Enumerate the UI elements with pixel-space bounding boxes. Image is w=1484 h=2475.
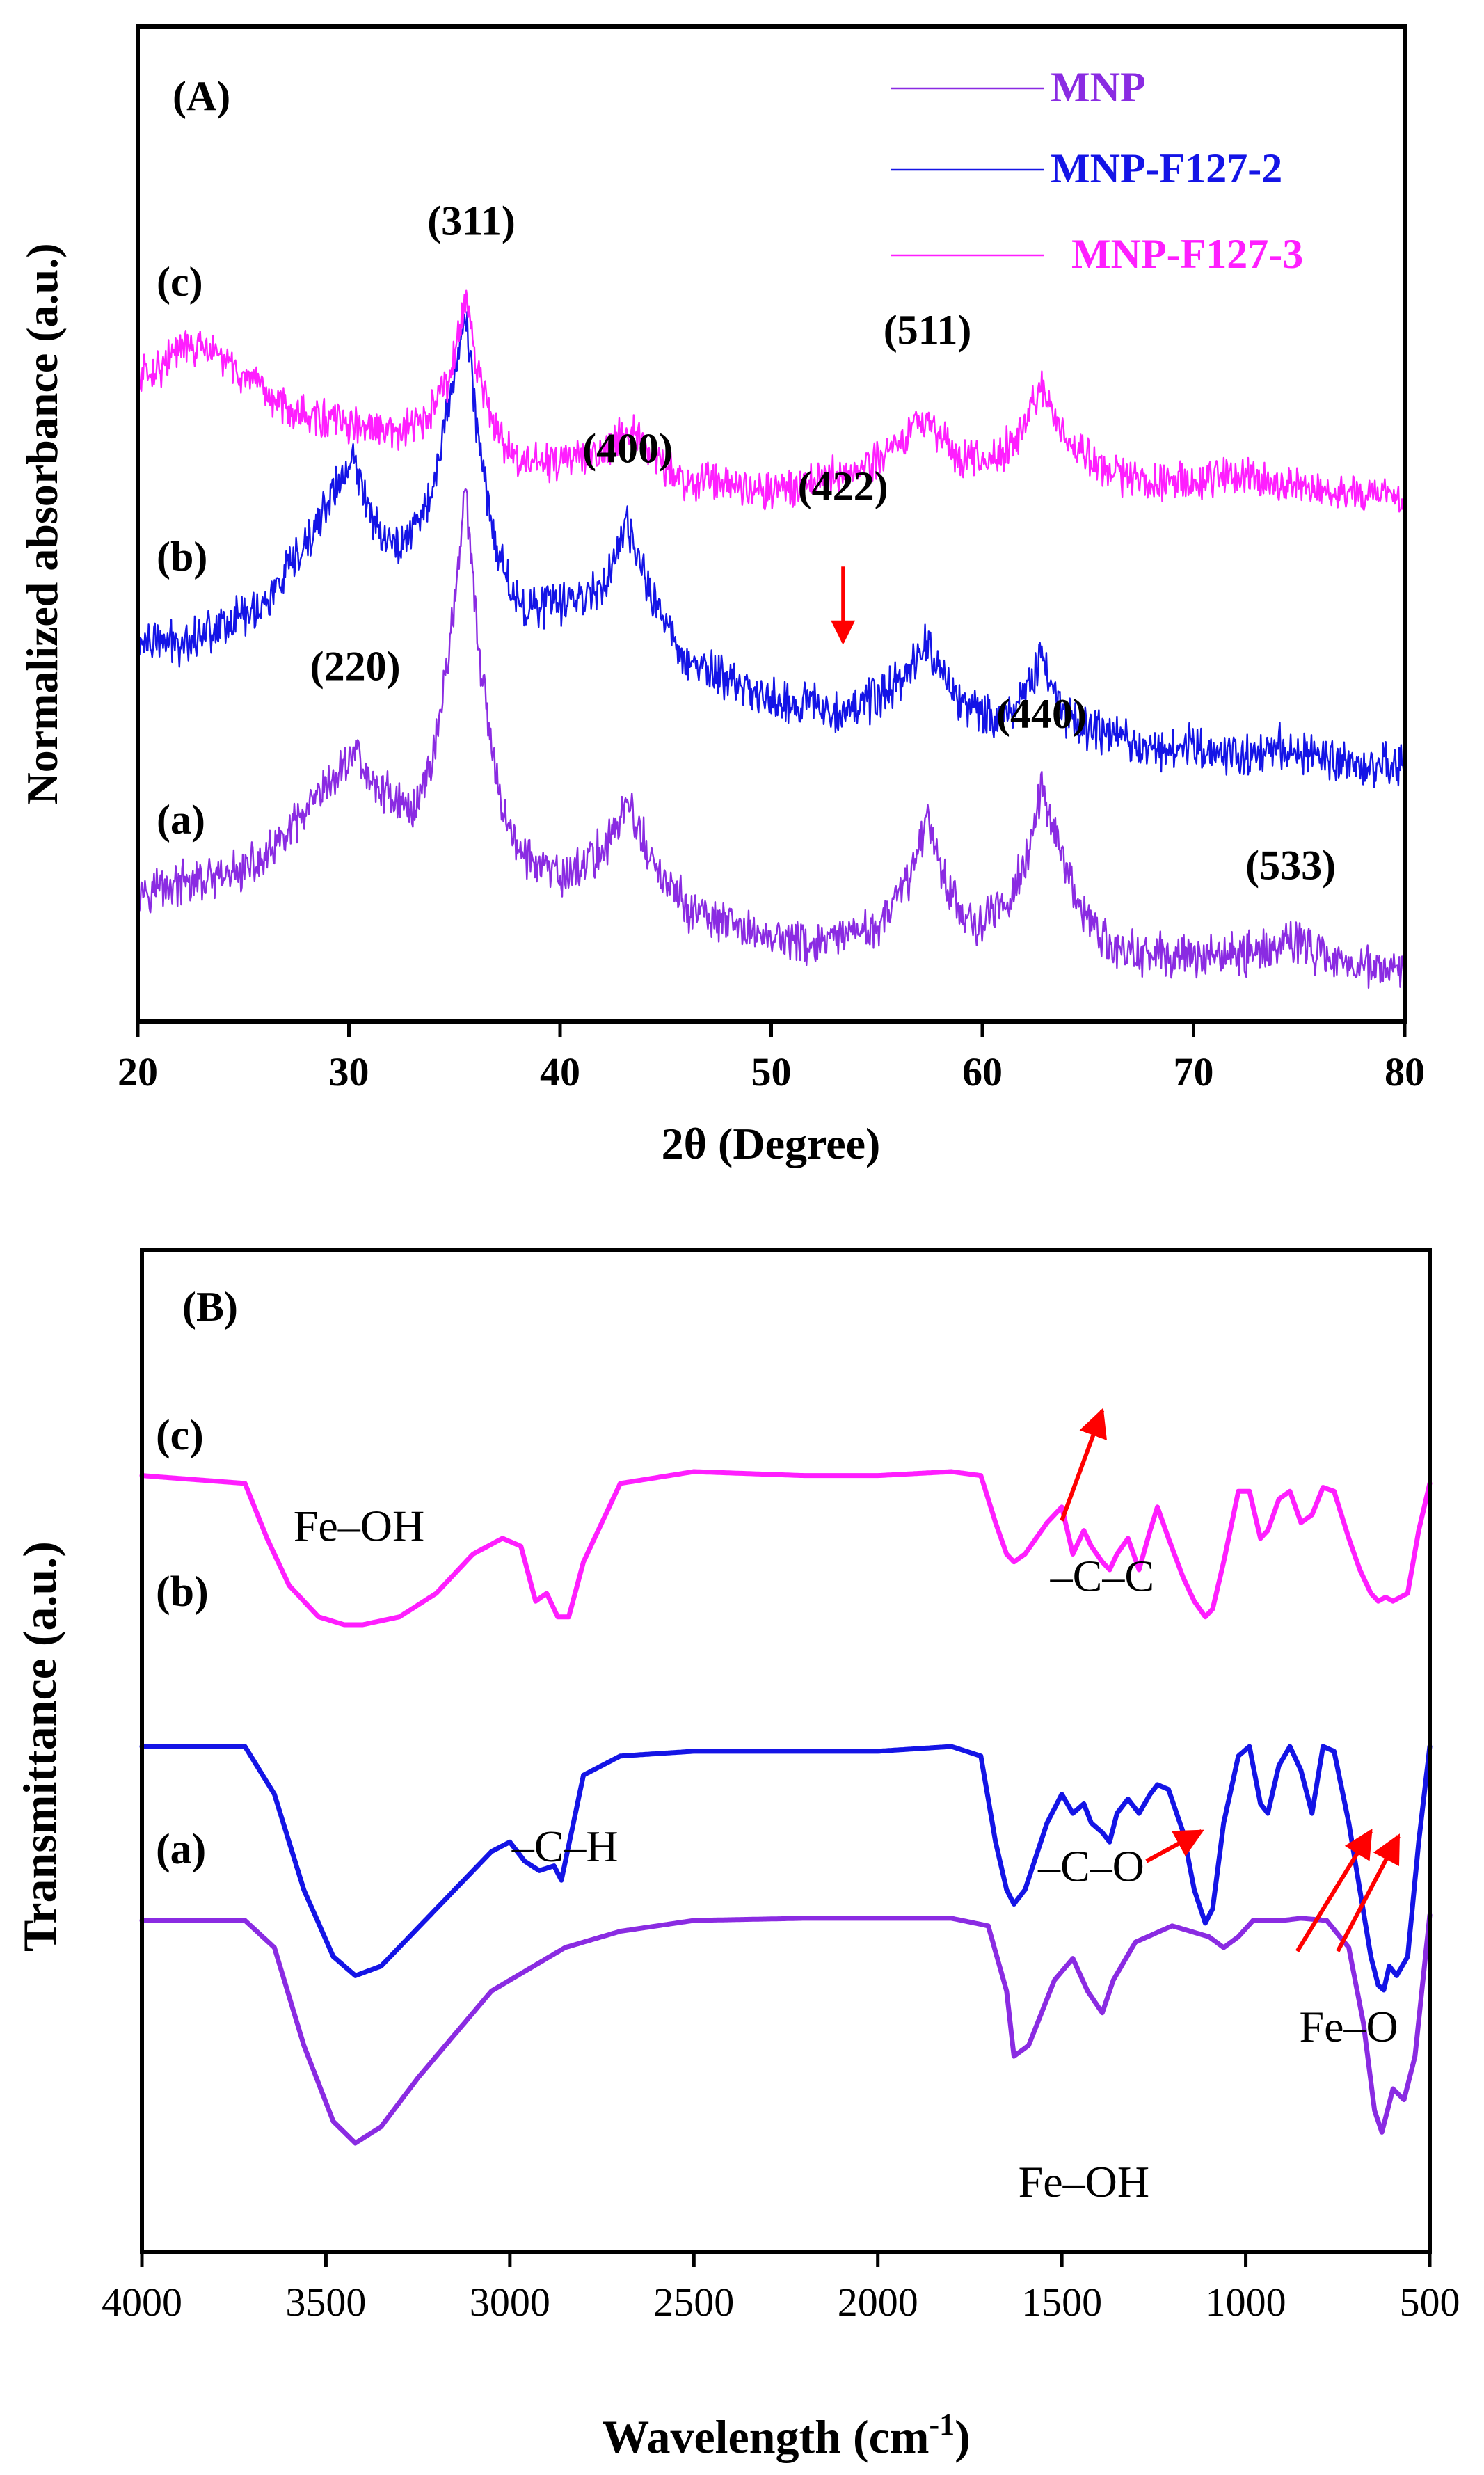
panel-a-x-axis-label: 2θ (Degree) xyxy=(662,1119,881,1168)
ftir-band-label-co-3: –C–O xyxy=(1037,1842,1144,1891)
x-tick-label: 60 xyxy=(962,1049,1003,1095)
legend-label-mnp-f127-3: MNP-F127-3 xyxy=(1071,231,1303,277)
legend-label-mnp: MNP xyxy=(1051,64,1146,110)
ftir-band-arrow-3 xyxy=(1145,1829,1204,1863)
xrd-peak-label-220: (220) xyxy=(310,644,401,690)
ftir-band-arrow-4 xyxy=(1295,1829,1373,1952)
x-tick-label: 50 xyxy=(751,1049,792,1095)
xrd-peak-label-440: (440) xyxy=(996,691,1087,737)
ftir-trace-label-c: (c) xyxy=(156,1412,204,1459)
ftir-band-label-cc-1: –C–C xyxy=(1050,1551,1154,1600)
panel-a-y-axis-label: Normalized absorbance (a.u.) xyxy=(17,243,67,804)
xrd-peak-label-311: (311) xyxy=(427,198,516,244)
ftir-trace-label-b: (b) xyxy=(156,1568,209,1616)
x-tick-label: 80 xyxy=(1385,1049,1425,1095)
panel-a-legend: MNP MNP-F127-2 MNP-F127-3 xyxy=(891,64,1303,277)
x-tick-label: 20 xyxy=(118,1049,158,1095)
xrd-trace-label-c: (c) xyxy=(157,259,203,305)
x-tick-label: 2500 xyxy=(653,2279,734,2325)
panel-a-xrd: (A) (a) (b) (c) (220) (311) (400) (422) (511) (4… xyxy=(17,24,1425,1168)
panel-a-x-axis: 20 30 40 50 60 70 80 xyxy=(118,1021,1425,1095)
ftir-band-label-feoh-0: Fe–OH xyxy=(294,1501,424,1550)
xrd-peak-label-533: (533) xyxy=(1245,843,1336,889)
legend-label-mnp-f127-2: MNP-F127-2 xyxy=(1051,145,1282,191)
x-tick-label: 4000 xyxy=(102,2279,182,2325)
panel-b-ftir: (B) (a)(b)(c)Fe–OH–C–C–C–H –C–OFe–OFe–OH … xyxy=(13,1248,1460,2463)
panel-b-y-axis-label: Transmittance (a.u.) xyxy=(13,1541,66,1952)
xrd-trace-label-a: (a) xyxy=(157,797,205,843)
ftir-band-arrow-5 xyxy=(1336,1833,1401,1952)
panel-b-x-axis: 4000 3500 3000 2500 2000 1500 1000 500 xyxy=(102,2252,1460,2325)
ftir-band-label-feo-4: Fe–O xyxy=(1300,2002,1398,2051)
x-tick-label: 30 xyxy=(329,1049,369,1095)
xrd-peak-label-422: (422) xyxy=(798,463,888,509)
ftir-series-line-mnp-f127-2 xyxy=(139,1744,1433,1993)
x-tick-label: 40 xyxy=(540,1049,580,1095)
panel-b-label: (B) xyxy=(182,1284,238,1330)
x-tick-label: 500 xyxy=(1400,2279,1460,2325)
xrd-trace-label-b: (b) xyxy=(157,534,207,580)
panel-b-plot-frame xyxy=(140,1248,1432,2254)
ftir-series-line-mnp-f127-3 xyxy=(139,1469,1433,1628)
x-tick-label: 1000 xyxy=(1206,2279,1286,2325)
xrd-series-line-mnp-f127-2 xyxy=(136,311,1406,788)
x-tick-label: 3000 xyxy=(470,2279,550,2325)
ftir-trace-label-a: (a) xyxy=(156,1826,206,1873)
xrd-series-line-mnp-f127-3 xyxy=(136,289,1405,513)
ftir-series-line-mnp xyxy=(139,1912,1433,2146)
x-tick-label: 3500 xyxy=(285,2279,366,2325)
x-tick-label: 70 xyxy=(1174,1049,1214,1095)
x-tick-label: 1500 xyxy=(1021,2279,1102,2325)
x-tick-label: 2000 xyxy=(838,2279,918,2325)
ftir-band-label-feoh-6: Fe–OH xyxy=(1019,2157,1149,2206)
panel-a-label: (A) xyxy=(173,73,230,119)
xrd-peak-label-511: (511) xyxy=(884,307,972,353)
xrd-series-line-mnp xyxy=(136,488,1406,989)
ftir-band-arrow-1 xyxy=(1060,1408,1107,1522)
xrd-peak-label-400: (400) xyxy=(582,425,673,471)
ftir-band-label-ch-2: –C–H xyxy=(511,1822,619,1871)
panel-b-x-axis-label: Wavelength (cm-1) xyxy=(602,2408,971,2463)
